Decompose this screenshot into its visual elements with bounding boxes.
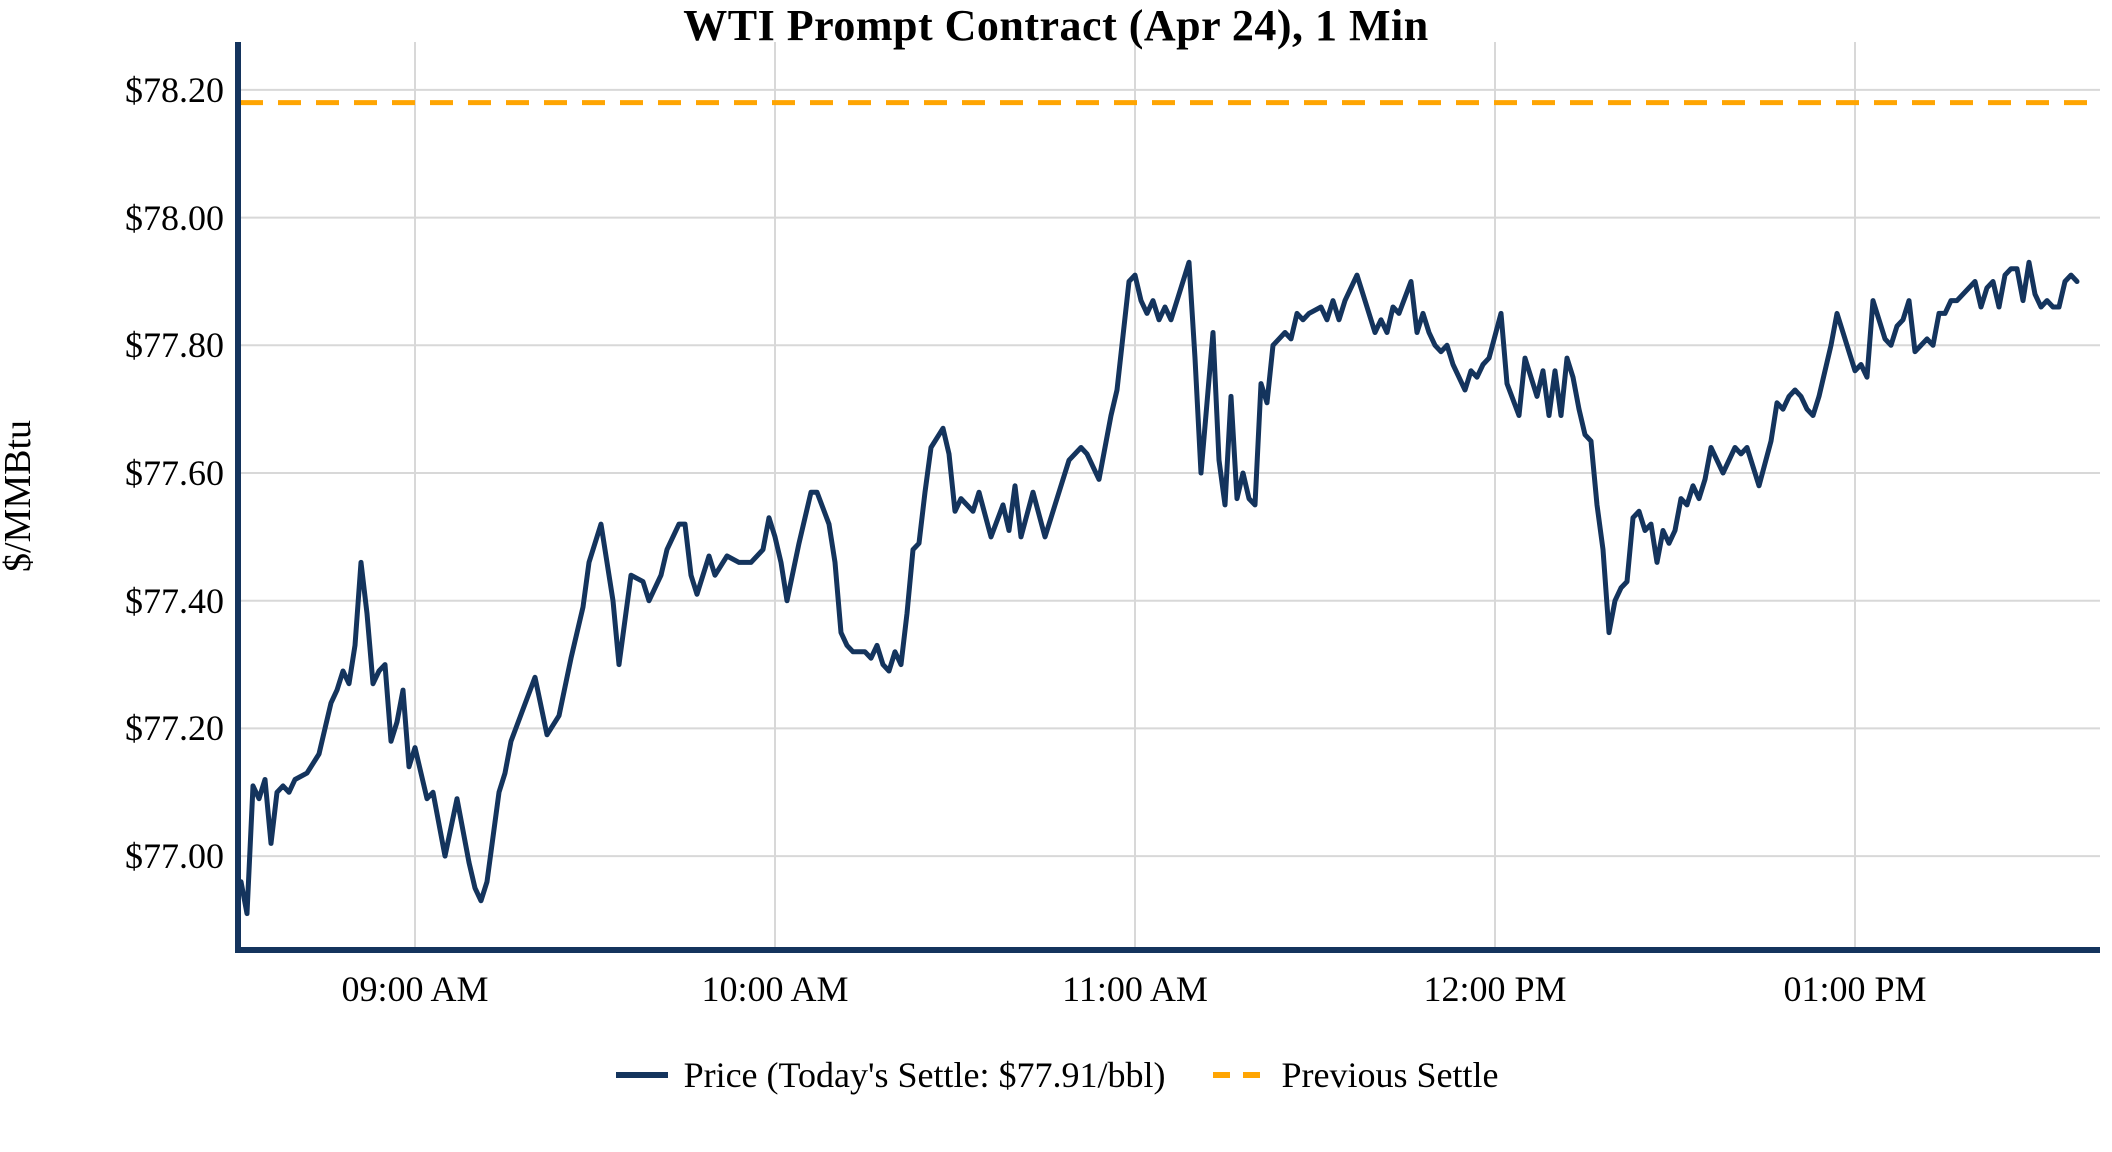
series-layer — [238, 100, 2098, 917]
previous-settle-legend-swatch — [1213, 1072, 1266, 1078]
y-tick-label: $77.40 — [125, 580, 224, 621]
chart-title: WTI Prompt Contract (Apr 24), 1 Min — [683, 1, 1429, 50]
y-tick-label: $77.60 — [125, 453, 224, 493]
x-tick-label: 11:00 AM — [1062, 969, 1208, 1009]
legend: Price (Today's Settle: $77.91/bbl) Previ… — [0, 1054, 2112, 1096]
y-tick-label: $77.80 — [125, 325, 224, 366]
price-legend-label: Price (Today's Settle: $77.91/bbl) — [683, 1055, 1166, 1095]
x-tick-label: 12:00 PM — [1423, 969, 1567, 1009]
y-tick-label: $77.20 — [125, 708, 224, 749]
y-tick-label: $78.20 — [125, 69, 224, 110]
price-line — [238, 259, 2080, 917]
y-tick-label: $78.00 — [125, 197, 224, 238]
x-tick-label: 01:00 PM — [1783, 969, 1927, 1009]
y-tick-label: $77.00 — [125, 836, 224, 877]
gridlines — [238, 42, 2100, 950]
x-tick-label: 09:00 AM — [341, 969, 489, 1009]
x-tick-label: 10:00 AM — [701, 969, 849, 1009]
axis-spines — [235, 42, 2100, 953]
price-legend-swatch — [615, 1072, 668, 1078]
y-axis-title: $/MMBtu — [0, 419, 39, 573]
previous-settle-legend-label: Previous Settle — [1281, 1055, 1499, 1095]
